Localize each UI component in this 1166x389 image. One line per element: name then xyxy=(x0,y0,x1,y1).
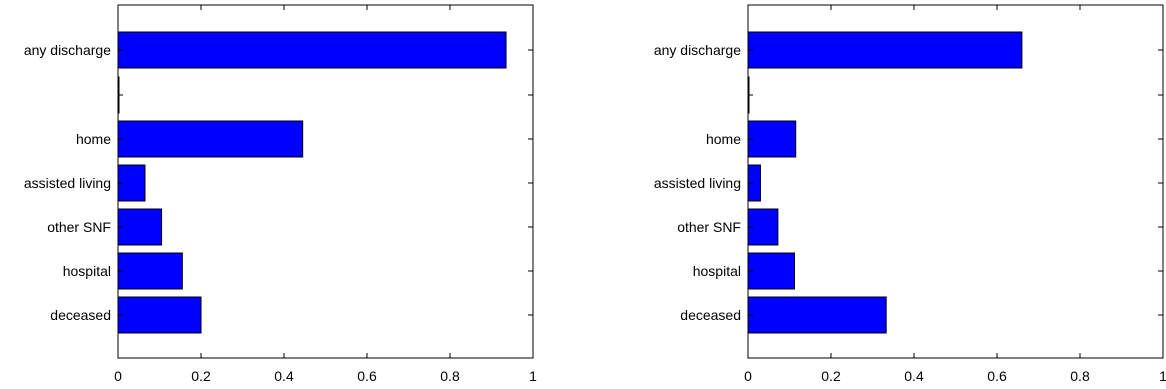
category-label: hospital xyxy=(63,263,111,279)
category-label: assisted living xyxy=(654,175,741,191)
x-tick-label: 0.4 xyxy=(904,368,924,384)
x-tick-label: 0 xyxy=(114,368,122,384)
bar xyxy=(117,208,163,246)
x-tick-label: 0 xyxy=(744,368,752,384)
category-label: deceased xyxy=(680,307,741,323)
chart-right: 0 0.2 0.4 0.6 0.8 1 any discharge home assisted … xyxy=(654,4,1166,384)
x-tick-label: 0.4 xyxy=(274,368,294,384)
category-label: any discharge xyxy=(24,42,111,58)
x-tick-label: 0.8 xyxy=(440,368,460,384)
category-label: other SNF xyxy=(677,219,741,235)
x-tick-label: 1 xyxy=(1159,368,1166,384)
x-tick-label: 0.6 xyxy=(987,368,1007,384)
bar xyxy=(117,296,202,334)
chart-left: 0 0.2 0.4 0.6 0.8 1 any discharge home assisted … xyxy=(24,4,537,384)
bar xyxy=(117,252,183,290)
bar xyxy=(747,296,887,334)
bar xyxy=(117,31,507,69)
axes-frame xyxy=(747,4,1164,359)
category-label: other SNF xyxy=(47,219,111,235)
x-tick-label: 1 xyxy=(529,368,537,384)
bar xyxy=(747,31,1023,69)
axes-frame xyxy=(117,4,534,359)
x-tick-label: 0.2 xyxy=(821,368,841,384)
bar xyxy=(117,120,304,158)
category-label: deceased xyxy=(50,307,111,323)
category-label: any discharge xyxy=(654,42,741,58)
x-tick-label: 0.8 xyxy=(1070,368,1090,384)
bar xyxy=(747,120,797,158)
x-tick-label: 0.2 xyxy=(191,368,211,384)
category-label: home xyxy=(706,131,741,147)
bar xyxy=(747,252,795,290)
category-label: hospital xyxy=(693,263,741,279)
category-label: home xyxy=(76,131,111,147)
category-label: assisted living xyxy=(24,175,111,191)
x-tick-label: 0.6 xyxy=(357,368,377,384)
